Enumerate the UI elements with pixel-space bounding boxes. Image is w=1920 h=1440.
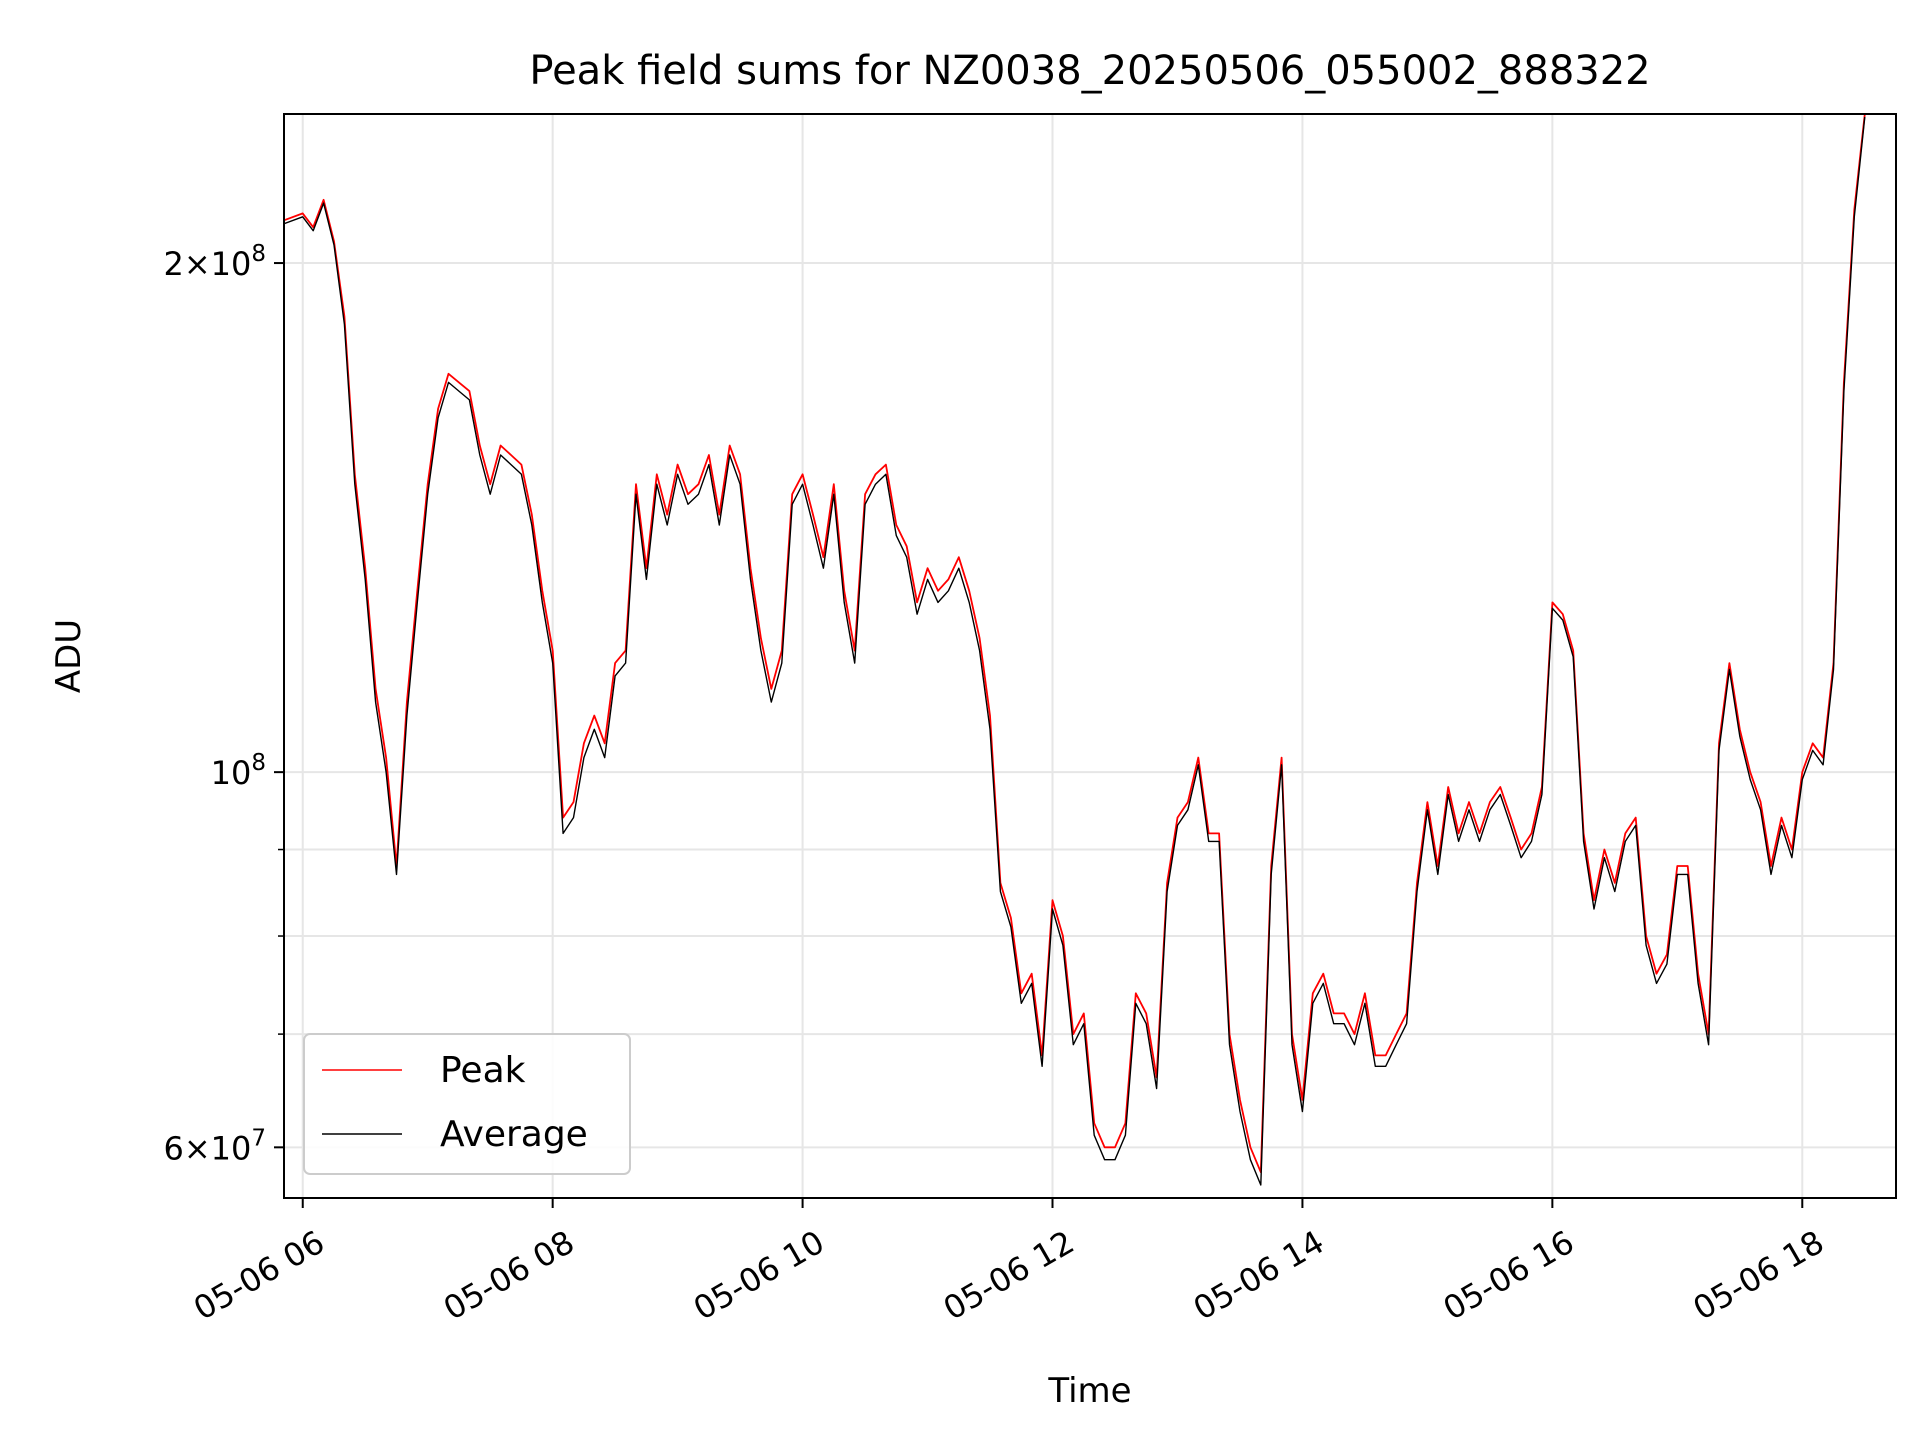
plot-frame <box>283 113 1897 1199</box>
y-axis: 2×108 108 6×107 <box>163 241 284 1167</box>
x-axis-label: Time <box>1047 1371 1131 1411</box>
legend-box <box>303 1033 631 1175</box>
y-tick-label: 108 <box>211 750 266 792</box>
chart-title: Peak field sums for NZ0038_20250506_0550… <box>529 48 1650 94</box>
series-line-average <box>284 116 1866 1186</box>
series-lines <box>284 114 1866 1186</box>
y-tick-label: 2×108 <box>163 241 266 283</box>
legend: Peak Average <box>303 1033 631 1175</box>
legend-label-average: Average <box>440 1114 588 1155</box>
y-tick-label: 6×107 <box>163 1125 266 1167</box>
series-line-peak <box>284 114 1866 1174</box>
y-axis-label: ADU <box>49 619 89 693</box>
legend-label-peak: Peak <box>440 1050 526 1091</box>
